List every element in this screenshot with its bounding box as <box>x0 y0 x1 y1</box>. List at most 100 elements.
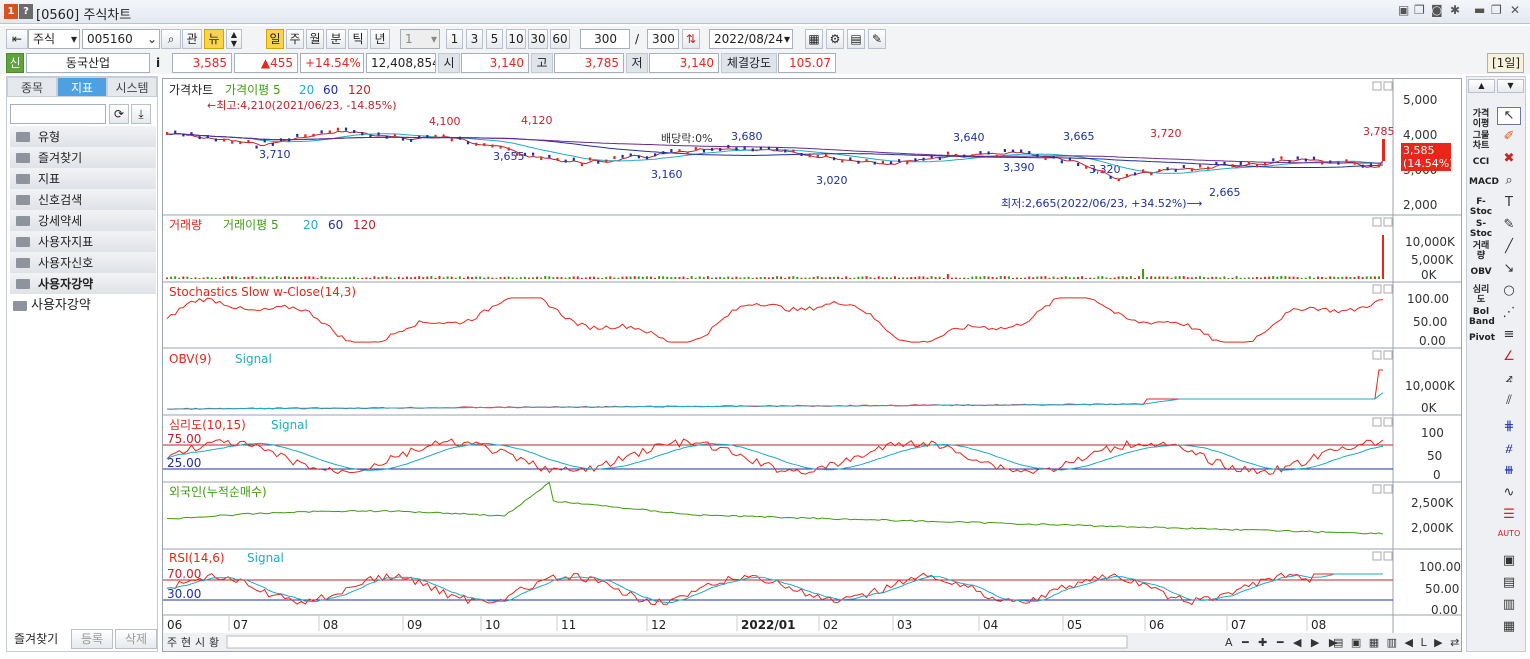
candle <box>1223 161 1226 165</box>
magnifier-icon[interactable]: ⌕ <box>1505 173 1513 188</box>
camera-icon[interactable]: ◙ <box>1431 3 1443 17</box>
list-icon[interactable]: ▦ <box>1502 619 1516 634</box>
folder-strength[interactable]: 강세약세 <box>10 210 156 232</box>
parallel-tool-icon[interactable]: ⧣ <box>1505 441 1513 456</box>
folder-indicators[interactable]: 지표 <box>10 168 156 190</box>
minimize-icon[interactable]: ▬ <box>1474 3 1486 17</box>
folder-user-strength[interactable]: 사용자강약 <box>10 273 156 295</box>
interval-1-button[interactable]: 1 <box>446 29 463 49</box>
delete-all-icon[interactable]: ✖ <box>1503 151 1515 166</box>
market-select[interactable]: 주식 ▾ <box>28 29 80 49</box>
settings-icon[interactable]: ⚙ <box>826 29 844 49</box>
circle-tool-icon[interactable]: ○ <box>1503 283 1515 298</box>
updown-stepper[interactable]: ▲ ▼ <box>226 29 242 49</box>
tool-psy[interactable]: 심리도 <box>1472 285 1490 305</box>
scroll-up-icon[interactable]: ▲ <box>1468 79 1495 93</box>
tool-cci[interactable]: CCI <box>1472 157 1490 167</box>
date-input[interactable]: 2022/08/24 ▾ <box>709 29 793 49</box>
folder-user-strength-open[interactable]: 사용자강약 <box>7 295 153 317</box>
close-icon[interactable]: ✕ <box>1510 3 1521 17</box>
tools-icon[interactable]: ✎ <box>868 29 886 49</box>
text-tool-icon[interactable]: T <box>1505 195 1513 210</box>
tool-ma[interactable]: 가격이평 <box>1472 109 1490 129</box>
line-tool-icon[interactable]: ╱ <box>1505 239 1513 254</box>
interval-5-button[interactable]: 5 <box>486 29 503 49</box>
prev-stock-icon[interactable]: ⇤ <box>6 29 28 49</box>
fibo-tool-icon[interactable]: ☰ <box>1503 507 1515 522</box>
folder-favorites[interactable]: 즐겨찾기 <box>10 147 156 169</box>
window-number-icon[interactable]: 1 <box>4 4 18 19</box>
period-month-button[interactable]: 월 <box>306 29 324 49</box>
gwan-button[interactable]: 관 <box>182 29 202 49</box>
interval-60-button[interactable]: 60 <box>550 29 570 49</box>
period-week-button[interactable]: 주 <box>286 29 304 49</box>
tool-fstoc[interactable]: F-Stoc <box>1469 197 1493 217</box>
tab-indicator[interactable]: 지표 <box>57 77 107 97</box>
interval-select[interactable]: 1 ▾ <box>400 29 440 49</box>
cross-tool-icon[interactable]: ⧻ <box>1503 463 1515 478</box>
note-tool-icon[interactable]: ▤ <box>1502 575 1516 590</box>
search-icon[interactable]: ⌕ <box>161 29 181 49</box>
period-day-button[interactable]: 일 <box>266 29 284 49</box>
copy-icon[interactable]: ❐ <box>1414 3 1425 17</box>
tool-volume[interactable]: 거래량 <box>1472 241 1490 261</box>
stock-code-input[interactable]: 005160 ⌄ <box>82 29 160 49</box>
gann-tool-icon[interactable]: ∠ <box>1503 349 1515 364</box>
tool-obv[interactable]: OBV <box>1470 267 1492 277</box>
period-year-button[interactable]: 년 <box>370 29 390 49</box>
refresh-icon[interactable]: ⟳ <box>109 104 129 124</box>
scroll-icon[interactable]: ⇅ <box>682 29 700 49</box>
delete-button[interactable]: 삭제 <box>115 629 157 649</box>
indicator-search-input[interactable] <box>10 104 106 124</box>
candle <box>320 130 323 134</box>
wave-tool-icon[interactable]: ∿ <box>1503 485 1515 500</box>
folder-signal-search[interactable]: 신호검색 <box>10 189 156 211</box>
window-tool-icon[interactable]: ▣ <box>1502 553 1516 568</box>
folder-user-indicator[interactable]: 사용자지표 <box>10 231 156 253</box>
eraser-icon[interactable]: ✐ <box>1503 129 1515 144</box>
period-tick-button[interactable]: 틱 <box>348 29 368 49</box>
interval-10-button[interactable]: 10 <box>506 29 526 49</box>
info-icon[interactable]: i <box>156 56 161 70</box>
tool-pivot[interactable]: Pivot <box>1469 333 1496 343</box>
cursor-icon[interactable]: ↖ <box>1497 107 1521 125</box>
count-input[interactable]: 300 <box>580 29 630 49</box>
folder-type[interactable]: 유형 <box>10 126 156 148</box>
restore-icon[interactable]: ❐ <box>1491 3 1502 17</box>
news-button[interactable]: 뉴 <box>204 29 224 49</box>
interval-30-button[interactable]: 30 <box>528 29 548 49</box>
tool-net[interactable]: 그물차트 <box>1472 131 1490 151</box>
help-icon[interactable]: ? <box>19 4 33 19</box>
auto-tool-icon[interactable]: AUTO <box>1497 529 1521 538</box>
chart-type-icon[interactable]: ▦ <box>805 29 823 49</box>
tool-sstoc[interactable]: S-Stoc <box>1469 219 1493 239</box>
chart-area[interactable]: 가격차트 가격이평 5 20 60 120 ←최고:4,210(2021/06/… <box>162 78 1462 652</box>
stamp-icon[interactable]: ✎ <box>1503 217 1515 232</box>
volume-bar <box>357 277 360 279</box>
count-max-field[interactable]: 300 <box>647 29 679 49</box>
regression-tool-icon[interactable]: ⫽ <box>1506 393 1512 408</box>
tool-bolband[interactable]: Bol Band <box>1469 307 1495 327</box>
save-icon[interactable]: ▤ <box>847 29 865 49</box>
volume-bar <box>747 276 750 279</box>
angle-tool-icon[interactable]: ⦨ <box>1505 371 1513 386</box>
register-button[interactable]: 등록 <box>71 629 113 649</box>
scroll-down-icon[interactable]: ▼ <box>1497 79 1524 93</box>
period-minute-button[interactable]: 분 <box>326 29 346 49</box>
tab-system[interactable]: 시스템 <box>107 77 157 97</box>
grid-tool-icon[interactable]: ⋕ <box>1503 419 1515 434</box>
download-icon[interactable]: ⤓ <box>131 104 151 124</box>
ray-tool-icon[interactable]: ↘ <box>1503 261 1515 276</box>
interval-3-button[interactable]: 3 <box>466 29 483 49</box>
bar-chart-icon[interactable]: ▥ <box>1502 597 1516 612</box>
stock-name-field[interactable]: 동국산업 <box>26 53 150 73</box>
tool-macd[interactable]: MACD <box>1469 177 1499 187</box>
tab-stock[interactable]: 종목 <box>7 77 57 97</box>
channel-tool-icon[interactable]: ≡ <box>1503 327 1515 342</box>
folder-user-signal[interactable]: 사용자신호 <box>10 252 156 274</box>
bottom-favorites-button[interactable]: 즐겨찾기 <box>14 632 59 646</box>
stock-chart-svg[interactable]: 가격차트 가격이평 5 20 60 120 ←최고:4,210(2021/06/… <box>162 79 1461 651</box>
link-icon[interactable]: ▣ <box>1398 3 1410 17</box>
fan-tool-icon[interactable]: ⋰ <box>1502 305 1516 320</box>
gear-icon[interactable]: ✱ <box>1450 3 1461 17</box>
